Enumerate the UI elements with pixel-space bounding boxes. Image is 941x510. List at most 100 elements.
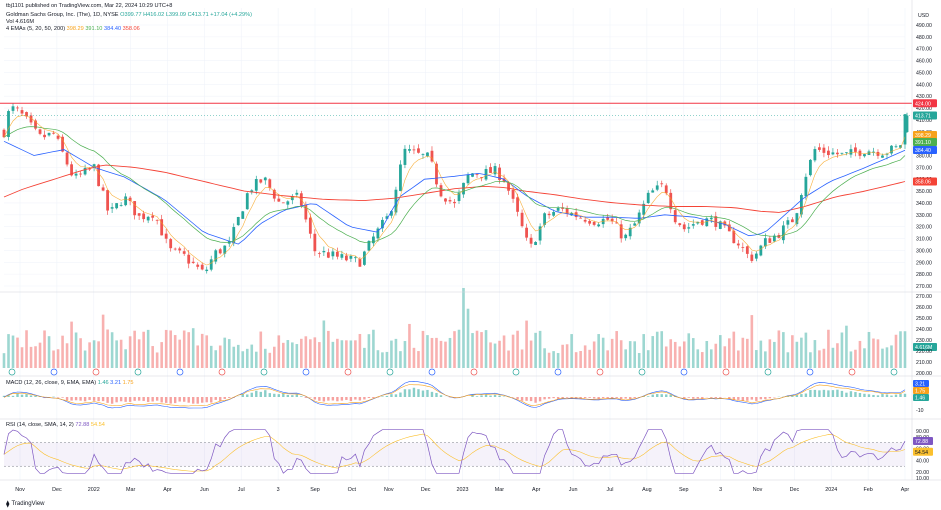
grid-lines <box>4 8 906 480</box>
volume-bar <box>759 340 763 368</box>
macd-histogram-bar <box>858 392 862 397</box>
macd-hist-value: 1.46 <box>97 380 109 386</box>
volume-bar <box>809 352 812 368</box>
candle-body <box>615 222 619 224</box>
macd-histogram-bar <box>552 397 555 399</box>
candle-body <box>187 254 191 264</box>
volume-bar <box>381 352 384 368</box>
time-tick-label: Dec <box>52 487 62 493</box>
price-label-badge <box>913 177 937 186</box>
candle-body <box>714 216 718 227</box>
candle-body <box>146 216 150 221</box>
earnings-marker-icon <box>722 368 730 376</box>
candle-body <box>376 228 380 239</box>
volume-bar <box>782 332 785 368</box>
time-tick-label: Nov <box>15 487 25 493</box>
candle-body <box>808 159 812 176</box>
candle-body <box>709 217 713 220</box>
macd-histogram-bar <box>273 393 276 397</box>
macd-histogram-bar <box>210 397 213 403</box>
brand-footer: ⧫ TradingView <box>6 500 45 508</box>
volume-bar <box>412 347 416 368</box>
candle-body <box>20 110 24 114</box>
candle-body <box>772 235 776 242</box>
candle-body <box>92 164 96 168</box>
candle-body <box>669 192 673 210</box>
ema50-value: 384.40 <box>103 26 122 32</box>
macd-histogram-bar <box>11 395 15 397</box>
macd-histogram-bar <box>493 394 497 397</box>
volume-bar <box>331 341 335 368</box>
candle-body <box>29 115 33 123</box>
volume-bar <box>200 333 204 368</box>
macd-histogram-bar <box>484 394 488 397</box>
price-tick-label: 480.00 <box>916 35 932 41</box>
volume-bar <box>439 340 443 368</box>
volume-bar <box>191 328 195 368</box>
candle-body <box>426 152 429 157</box>
volume-bar <box>313 337 317 368</box>
volume-bar <box>155 352 159 368</box>
candle-body <box>88 168 91 170</box>
time-tick-label: Dec <box>790 487 800 493</box>
macd-histogram-bar <box>849 391 853 397</box>
candle-body <box>448 200 452 202</box>
price-tick-label: 280.00 <box>916 272 932 278</box>
macd-histogram-bar <box>367 397 371 399</box>
ema-legend[interactable]: 4 EMAs (5, 20, 50, 200) 398.29 391.10 38… <box>6 26 140 33</box>
volume-bar <box>124 349 127 368</box>
volume-bar <box>899 331 902 368</box>
earnings-marker-icon <box>890 368 898 376</box>
macd-histogram-bar <box>381 396 384 397</box>
volume-bar <box>791 335 794 368</box>
volume-bar <box>903 331 907 368</box>
candle-body <box>624 234 628 239</box>
volume-bar <box>282 342 285 368</box>
macd-histogram-bar <box>92 397 96 401</box>
volume-bar <box>367 334 371 368</box>
macd-histogram-bar <box>804 393 808 397</box>
candle-body <box>804 176 808 197</box>
earnings-marker-icon <box>764 368 772 376</box>
symbol-name[interactable]: Goldman Sachs Group, Inc. (The), 1D, NYS… <box>6 12 119 18</box>
candle-body <box>277 198 281 202</box>
candle-body <box>245 193 249 210</box>
price-tick-label: 290.00 <box>916 260 932 266</box>
rsi-legend[interactable]: RSI (14, close, SMA, 14, 2) 72.88 54.54 <box>6 422 105 429</box>
price-tick-label: 220.00 <box>916 349 932 355</box>
volume-bar <box>737 350 740 368</box>
macd-histogram-bar <box>183 397 186 402</box>
volume-bar <box>516 330 519 368</box>
volume-bar <box>475 330 479 368</box>
macd-histogram-bar <box>106 397 109 403</box>
macd-histogram-bar <box>534 397 537 403</box>
macd-histogram-bar <box>894 394 898 397</box>
candle-body <box>457 192 461 201</box>
volume-bar <box>714 343 718 368</box>
publish-line: tbj1101 published on TradingView.com, Ma… <box>6 3 173 9</box>
candle-body <box>106 190 110 211</box>
volume-bar <box>552 351 555 368</box>
candle-body <box>173 248 177 250</box>
macd-legend[interactable]: MACD (12, 26, close, 9, EMA, EMA) 1.46 3… <box>6 380 134 387</box>
time-tick-label: Jul <box>238 487 245 493</box>
volume-bar <box>746 338 749 368</box>
volume-bar <box>538 330 542 368</box>
price-pane[interactable] <box>0 102 912 274</box>
candle-body <box>691 224 695 226</box>
volume-bar <box>106 329 109 368</box>
price-tick-label: 380.00 <box>916 154 932 160</box>
price-label-text: 358.06 <box>915 180 931 186</box>
earnings-marker-icon <box>344 368 352 376</box>
volume-bar <box>70 321 73 368</box>
candle-body <box>412 149 416 151</box>
macd-histogram-bar <box>219 397 222 402</box>
volume-bar <box>232 346 236 368</box>
candle-body <box>381 219 384 229</box>
candle-body <box>417 148 420 153</box>
candle-body <box>142 213 146 220</box>
volume-bar <box>655 331 659 368</box>
macd-histogram-bar <box>421 390 425 397</box>
price-label-badge <box>913 131 937 139</box>
